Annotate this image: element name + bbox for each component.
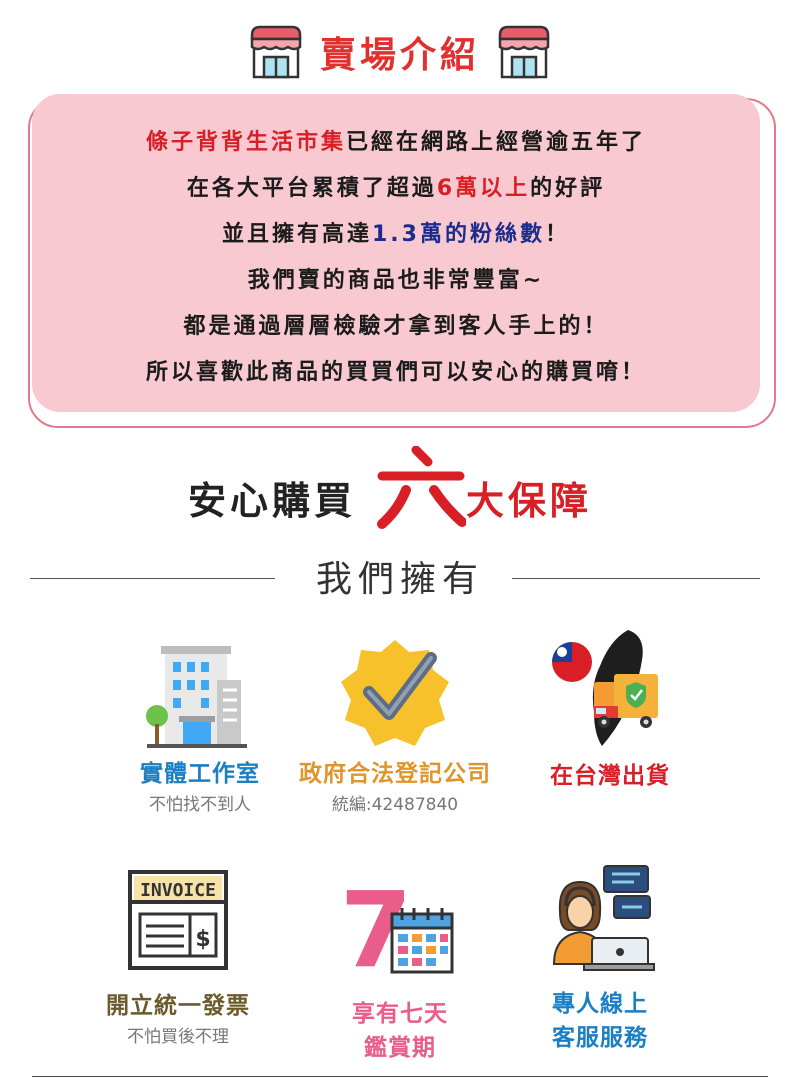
subheading-row: 我們擁有 xyxy=(0,546,800,606)
guarantee-heading: 安心購買 六 大保障 xyxy=(0,440,800,530)
guarantee-heading-right: 大保障 xyxy=(466,479,593,523)
section-header: 賣場介紹 xyxy=(0,22,800,82)
divider xyxy=(512,578,760,579)
svg-text:$: $ xyxy=(195,927,210,952)
fan-count: 1.3萬的粉絲數 xyxy=(372,222,545,247)
feature-title: 享有七天 xyxy=(352,1001,448,1027)
feature-customer-service: 專人線上 客服服務 xyxy=(520,862,680,1052)
feature-registered-company: 政府合法登記公司 統編:42487840 xyxy=(280,636,510,815)
divider xyxy=(32,1076,768,1077)
feature-office: 實體工作室 不怕找不到人 xyxy=(100,636,300,815)
subheading: 我們擁有 xyxy=(315,559,484,600)
divider xyxy=(30,578,275,579)
intro-box xyxy=(32,94,760,412)
intro-line: 條子背背生活市集已經在網路上經營逾五年了 xyxy=(145,130,647,155)
feature-subtitle: 不怕買後不理 xyxy=(127,1027,229,1047)
intro-line: 我們賣的商品也非常豐富~ xyxy=(247,268,545,293)
customer-service-icon xyxy=(552,865,655,971)
svg-text:INVOICE: INVOICE xyxy=(140,880,216,901)
intro-line: 所以喜歡此商品的買買們可以安心的購買唷！ xyxy=(145,360,646,385)
seven-day-calendar-icon: 7 xyxy=(340,869,454,991)
feature-seven-day-trial: 7 享有七天 鑑賞期 xyxy=(320,869,480,1062)
office-building-icon xyxy=(146,646,247,748)
six-character: 六 xyxy=(377,446,466,529)
feature-title: 在台灣出貨 xyxy=(550,763,670,789)
feature-title: 實體工作室 xyxy=(140,761,260,787)
verified-badge-icon xyxy=(341,640,449,746)
intro-line: 在各大平台累積了超過6萬以上的好評 xyxy=(186,176,606,201)
feature-subtitle: 不怕找不到人 xyxy=(149,795,251,815)
feature-title: 政府合法登記公司 xyxy=(299,761,491,787)
feature-subtitle: 統編:42487840 xyxy=(331,795,459,815)
store-name: 條子背背生活市集 xyxy=(145,130,346,155)
feature-invoice: INVOICE $ 開立統一發票 不怕買後不理 xyxy=(78,868,278,1047)
shop-icon xyxy=(498,25,550,79)
feature-title: 客服服務 xyxy=(552,1025,648,1051)
feature-title: 專人線上 xyxy=(552,991,648,1017)
section-title: 賣場介紹 xyxy=(319,35,480,76)
intro-line: 並且擁有高達1.3萬的粉絲數！ xyxy=(221,222,570,247)
taiwan-delivery-icon xyxy=(552,630,658,746)
invoice-icon: INVOICE $ xyxy=(128,870,228,970)
feature-taiwan-shipping: 在台灣出貨 xyxy=(520,626,700,790)
feature-title: 開立統一發票 xyxy=(106,993,250,1019)
feature-title: 鑑賞期 xyxy=(364,1035,436,1061)
intro-text: 條子背背生活市集已經在網路上經營逾五年了 在各大平台累積了超過6萬以上的好評 並… xyxy=(32,120,760,396)
guarantee-heading-left: 安心購買 xyxy=(188,479,357,523)
intro-line: 都是通過層層檢驗才拿到客人手上的！ xyxy=(183,314,609,339)
review-count: 6萬以上 xyxy=(436,176,531,201)
shop-icon xyxy=(250,25,302,79)
